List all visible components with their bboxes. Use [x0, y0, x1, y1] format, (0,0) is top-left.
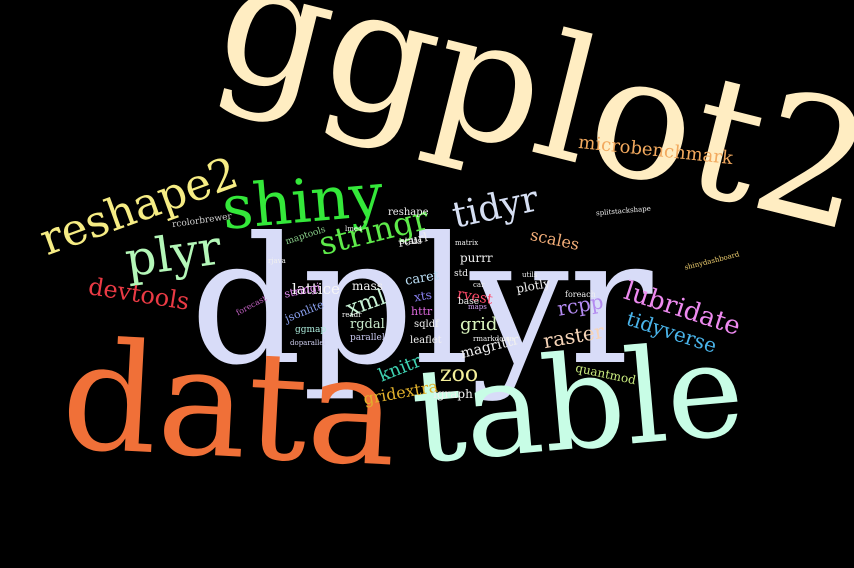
word-rmarkdown: rmarkdown: [473, 335, 514, 343]
word-base: base: [458, 297, 480, 307]
word-zoo: zoo: [440, 362, 479, 387]
word-xts: xts: [412, 287, 433, 305]
word-lme4: lme4: [345, 225, 363, 233]
word-lattice: lattice: [292, 280, 340, 298]
word-data: data: [57, 309, 402, 501]
word-utils: utils: [522, 271, 538, 279]
word-parallel: parallel: [350, 333, 385, 343]
word-matrix: matrix: [455, 239, 479, 247]
word-maps: maps: [468, 303, 487, 311]
word-readr: readr: [342, 311, 362, 319]
word-car: car: [473, 281, 485, 289]
word-dplyr: dplyr: [190, 201, 653, 404]
word-leaflet: leaflet: [410, 335, 442, 346]
word-plyr: plyr: [121, 219, 225, 289]
word-std: std: [454, 269, 468, 279]
word-sqldf: sqldf: [414, 319, 439, 330]
word-ggmap: ggmap: [295, 325, 327, 335]
word-foreach: foreach: [565, 290, 596, 299]
word-reshape: reshape: [388, 207, 429, 218]
word-doparallel: doparallel: [290, 339, 326, 347]
word-rjava: rjava: [268, 257, 286, 265]
word-shinydashboard: shinydashboard: [683, 250, 741, 272]
word-stats: stats: [400, 237, 422, 247]
word-purrr: purrr: [460, 251, 493, 265]
word-rgdal: rgdal: [350, 317, 385, 332]
word-grid: grid: [460, 314, 498, 335]
word-igraph: igraph: [433, 387, 473, 401]
word-mass: mass: [352, 279, 383, 293]
word-httr: httr: [411, 305, 433, 318]
